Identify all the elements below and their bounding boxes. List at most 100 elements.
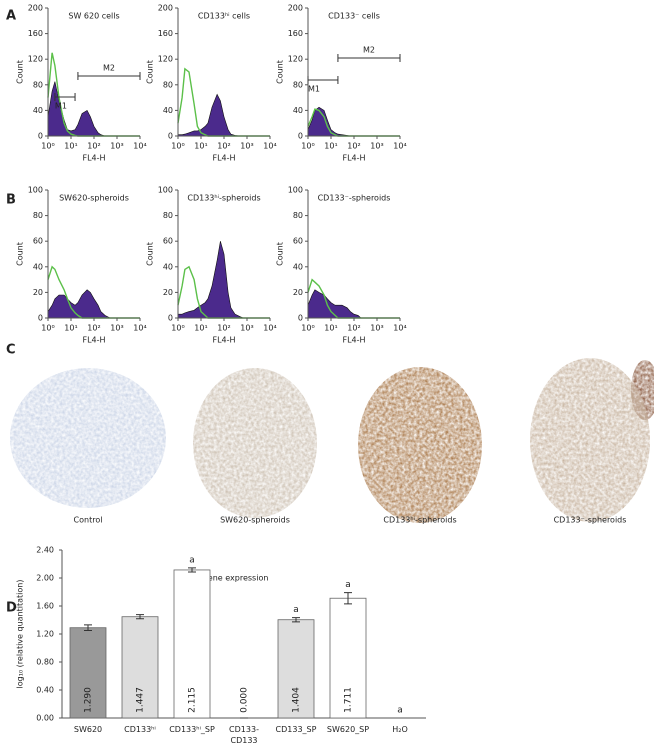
value-label: 1.404 <box>292 687 302 713</box>
y-tick-label: 20 <box>163 288 173 297</box>
x-tick-label: 10¹ <box>64 142 77 151</box>
gate-marker <box>337 54 401 62</box>
chart-title: CD133⁻-spheroids <box>318 194 391 203</box>
x-tick-label: 10⁰ <box>41 142 54 151</box>
gate-marker <box>54 93 76 101</box>
significance-label: a <box>397 706 403 716</box>
x-axis-label: FL4-H <box>212 154 235 163</box>
y-tick-label: 0 <box>168 132 173 141</box>
micrograph <box>193 368 317 518</box>
y-axis-label: Count <box>276 60 285 84</box>
y-tick-label: 80 <box>33 211 43 220</box>
y-tick-label: 120 <box>288 55 303 64</box>
x-tick-label: 10² <box>347 142 360 151</box>
x-tick-label: 10⁴ <box>393 142 406 151</box>
x-tick-label: 10⁴ <box>263 324 276 333</box>
chart-title: CD133⁻ cells <box>328 12 380 21</box>
y-tick-label: 100 <box>288 186 303 195</box>
x-tick-label: CD133ʰⁱ_SP <box>169 725 215 734</box>
x-axis-label: FL4-H <box>82 154 105 163</box>
error-bar <box>292 617 300 623</box>
image-label: CD133ʰⁱ-spheroids <box>383 516 456 525</box>
x-tick-label: 10⁴ <box>133 324 146 333</box>
gate-label: M2 <box>363 46 375 55</box>
x-tick-label: 10³ <box>240 142 253 151</box>
y-tick-label: 100 <box>158 186 173 195</box>
y-tick-label: 2.00 <box>36 574 54 583</box>
y-tick-label: 120 <box>158 55 173 64</box>
y-tick-label: 160 <box>28 29 43 38</box>
histogram-area <box>177 241 270 319</box>
significance-label: a <box>345 580 351 590</box>
micrograph <box>530 358 650 522</box>
y-tick-label: 1.60 <box>36 602 54 611</box>
image-label: SW620-spheroids <box>220 516 290 525</box>
x-tick-label: 10⁰ <box>41 324 54 333</box>
y-axis-label: Count <box>16 242 25 266</box>
histogram-area <box>307 106 400 137</box>
x-tick-label: 10⁰ <box>171 142 184 151</box>
chart-title: SW 620 cells <box>68 12 119 21</box>
gate-marker <box>307 76 339 84</box>
x-tick-label: SW620 <box>73 725 103 734</box>
x-tick-label: 10⁴ <box>133 142 146 151</box>
value-label: 1.711 <box>344 687 354 713</box>
y-axis-label: Count <box>16 60 25 84</box>
image-label: Control <box>74 516 103 525</box>
panel-label: A <box>6 9 16 24</box>
error-bar <box>136 614 144 620</box>
x-tick-label: 10¹ <box>324 142 337 151</box>
x-axis-label: FL4-H <box>342 154 365 163</box>
x-tick-label: 10³ <box>240 324 253 333</box>
x-tick-label: 10² <box>217 142 230 151</box>
x-tick-label: 10⁰ <box>301 324 314 333</box>
x-tick-label: 10⁰ <box>301 142 314 151</box>
x-tick-label: 10¹ <box>194 324 207 333</box>
gate-label: M1 <box>55 102 67 111</box>
y-tick-label: 160 <box>288 29 303 38</box>
micrograph <box>10 368 166 508</box>
y-axis-label: Count <box>146 242 155 266</box>
y-tick-label: 60 <box>293 237 303 246</box>
y-tick-label: 40 <box>33 106 43 115</box>
y-tick-label: 80 <box>293 211 303 220</box>
y-tick-label: 80 <box>163 80 173 89</box>
y-tick-label: 160 <box>158 29 173 38</box>
chart-title: CD133ʰⁱ cells <box>198 12 250 21</box>
x-tick-label: 10² <box>347 324 360 333</box>
y-tick-label: 1.20 <box>36 630 54 639</box>
error-bar <box>188 567 196 573</box>
y-tick-label: 40 <box>293 262 303 271</box>
x-tick-label: 10⁴ <box>393 324 406 333</box>
y-tick-label: 120 <box>28 55 43 64</box>
error-bar <box>344 592 352 605</box>
y-tick-label: 60 <box>33 237 43 246</box>
y-tick-label: 20 <box>293 288 303 297</box>
y-axis-label: log₁₀ (relative quantitation) <box>16 580 25 689</box>
chart-title: Gene expression <box>202 574 269 583</box>
significance-label: a <box>189 555 195 565</box>
x-tick-label: CD133_SP <box>275 725 317 734</box>
value-label: 2.115 <box>188 687 198 713</box>
x-tick-label: 10⁴ <box>263 142 276 151</box>
y-tick-label: 2.40 <box>36 546 54 555</box>
y-tick-label: 20 <box>33 288 43 297</box>
y-tick-label: 0 <box>168 314 173 323</box>
x-tick-label: 10³ <box>370 324 383 333</box>
panel-label: D <box>6 601 17 616</box>
gate-label: M2 <box>103 64 115 73</box>
x-axis-label: FL4-H <box>82 336 105 345</box>
x-axis-label: FL4-H <box>212 336 235 345</box>
chart-title: CD133ʰⁱ-spheroids <box>187 194 260 203</box>
x-tick-label: 10⁰ <box>171 324 184 333</box>
histogram-area <box>177 93 270 137</box>
x-tick-label: 10³ <box>110 142 123 151</box>
bar <box>173 569 211 719</box>
bar <box>121 616 159 719</box>
y-tick-label: 200 <box>28 4 43 13</box>
panel-label: C <box>6 343 16 358</box>
image-label: CD133⁻-spheroids <box>554 516 627 525</box>
panel-label: B <box>6 193 16 208</box>
x-tick-label: 10² <box>87 324 100 333</box>
